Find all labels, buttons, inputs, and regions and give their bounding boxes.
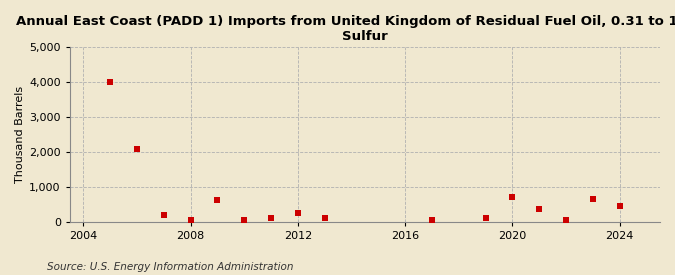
Point	[212, 197, 223, 202]
Y-axis label: Thousand Barrels: Thousand Barrels	[15, 86, 25, 183]
Title: Annual East Coast (PADD 1) Imports from United Kingdom of Residual Fuel Oil, 0.3: Annual East Coast (PADD 1) Imports from …	[16, 15, 675, 43]
Point	[132, 147, 142, 151]
Text: Source: U.S. Energy Information Administration: Source: U.S. Energy Information Administ…	[47, 262, 294, 272]
Point	[427, 218, 437, 222]
Point	[587, 197, 598, 201]
Point	[185, 218, 196, 223]
Point	[292, 211, 303, 215]
Point	[614, 204, 625, 208]
Point	[507, 195, 518, 199]
Point	[159, 212, 169, 217]
Point	[480, 216, 491, 220]
Point	[266, 216, 277, 220]
Point	[534, 207, 545, 211]
Point	[239, 218, 250, 222]
Point	[105, 79, 115, 84]
Point	[561, 218, 572, 222]
Point	[319, 216, 330, 221]
